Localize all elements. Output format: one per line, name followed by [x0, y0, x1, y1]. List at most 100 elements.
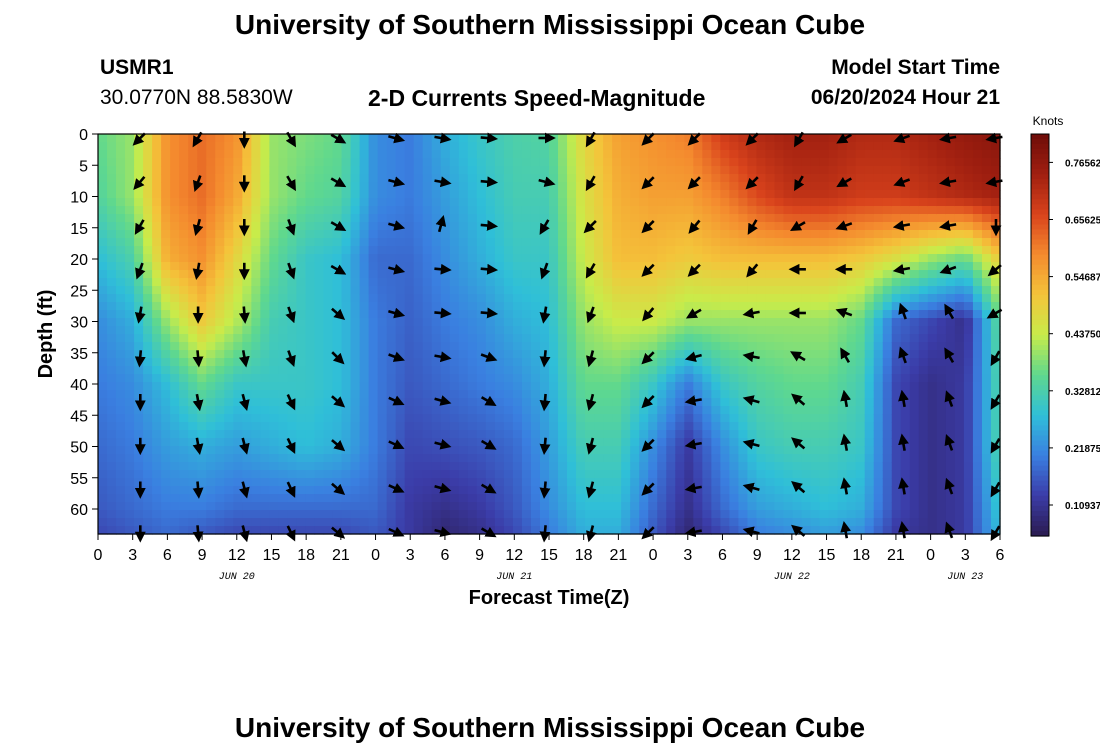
heatmap-cell — [242, 462, 252, 471]
heatmap-cell — [774, 142, 785, 151]
heatmap-cell — [900, 334, 911, 343]
heatmap-cell — [134, 142, 144, 151]
heatmap-cell — [927, 230, 938, 239]
heatmap-cell — [530, 182, 541, 191]
heatmap-cell — [909, 342, 920, 351]
heatmap-cell — [603, 438, 613, 447]
heatmap-cell — [521, 446, 532, 455]
heatmap-cell — [440, 518, 451, 527]
heatmap-cell — [873, 134, 884, 143]
heatmap-cell — [206, 390, 216, 399]
heatmap-cell — [882, 486, 893, 495]
heatmap-cell — [873, 286, 884, 295]
heatmap-cell — [549, 350, 559, 359]
heatmap-cell — [260, 294, 270, 303]
heatmap-cell — [512, 182, 523, 191]
heatmap-cell — [485, 502, 496, 511]
heatmap-cell — [810, 470, 821, 479]
heatmap-cell — [747, 150, 758, 159]
heatmap-cell — [503, 518, 514, 527]
heatmap-cell — [702, 262, 712, 271]
heatmap-cell — [810, 278, 821, 287]
heatmap-cell — [981, 350, 992, 359]
heatmap-cell — [801, 382, 812, 391]
heatmap-cell — [567, 510, 577, 519]
heatmap-cell — [188, 358, 198, 367]
heatmap-cell — [828, 366, 839, 375]
heatmap-cell — [242, 494, 252, 503]
heatmap-cell — [242, 294, 252, 303]
heatmap-cell — [612, 470, 622, 479]
heatmap-cell — [630, 270, 640, 279]
heatmap-cell — [630, 510, 640, 519]
heatmap-cell — [963, 134, 974, 143]
heatmap-cell — [386, 382, 397, 391]
heatmap-cell — [567, 382, 577, 391]
heatmap-cell — [314, 254, 325, 263]
heatmap-cell — [161, 422, 171, 431]
heatmap-cell — [729, 398, 740, 407]
heatmap-cell — [576, 134, 586, 143]
heatmap-cell — [404, 302, 415, 311]
heatmap-cell — [855, 334, 866, 343]
heatmap-cell — [503, 166, 514, 175]
heatmap-cell — [170, 398, 180, 407]
heatmap-cell — [269, 486, 279, 495]
heatmap-cell — [368, 302, 379, 311]
heatmap-cell — [269, 246, 279, 255]
heatmap-cell — [774, 390, 785, 399]
heatmap-cell — [666, 438, 676, 447]
heatmap-cell — [530, 190, 541, 199]
heatmap-cell — [188, 310, 198, 319]
heatmap-cell — [900, 422, 911, 431]
heatmap-cell — [521, 230, 532, 239]
heatmap-cell — [431, 470, 442, 479]
heatmap-cell — [729, 358, 740, 367]
heatmap-cell — [855, 382, 866, 391]
heatmap-cell — [116, 398, 126, 407]
heatmap-cell — [549, 270, 559, 279]
heatmap-cell — [449, 374, 460, 383]
heatmap-cell — [693, 462, 703, 471]
heatmap-cell — [900, 286, 911, 295]
heatmap-cell — [549, 262, 559, 271]
heatmap-cell — [386, 142, 397, 151]
heatmap-cell — [603, 382, 613, 391]
heatmap-cell — [521, 150, 532, 159]
heatmap-cell — [954, 446, 965, 455]
heatmap-cell — [539, 510, 550, 519]
heatmap-cell — [702, 462, 712, 471]
heatmap-cell — [657, 198, 667, 207]
heatmap-cell — [873, 382, 884, 391]
heatmap-cell — [927, 494, 938, 503]
heatmap-cell — [981, 334, 992, 343]
heatmap-cell — [882, 446, 893, 455]
heatmap-cell — [134, 302, 144, 311]
heatmap-cell — [981, 142, 992, 151]
heatmap-cell — [251, 158, 261, 167]
heatmap-cell — [567, 358, 577, 367]
heatmap-cell — [882, 350, 893, 359]
heatmap-cell — [603, 366, 613, 375]
heatmap-cell — [828, 238, 839, 247]
heatmap-cell — [449, 246, 460, 255]
heatmap-cell — [539, 206, 550, 215]
heatmap-cell — [251, 486, 261, 495]
heatmap-cell — [341, 486, 352, 495]
heatmap-cell — [846, 422, 857, 431]
heatmap-cell — [215, 262, 225, 271]
heatmap-cell — [882, 238, 893, 247]
heatmap-cell — [395, 518, 406, 527]
heatmap-cell — [368, 494, 379, 503]
heatmap-cell — [206, 478, 216, 487]
heatmap-cell — [314, 142, 325, 151]
heatmap-cell — [801, 454, 812, 463]
heatmap-cell — [377, 358, 388, 367]
heatmap-cell — [161, 438, 171, 447]
heatmap-cell — [296, 446, 307, 455]
heatmap-cell — [585, 302, 595, 311]
heatmap-cell — [350, 390, 361, 399]
heatmap-cell — [648, 438, 658, 447]
heatmap-cell — [224, 470, 234, 479]
heatmap-cell — [927, 270, 938, 279]
